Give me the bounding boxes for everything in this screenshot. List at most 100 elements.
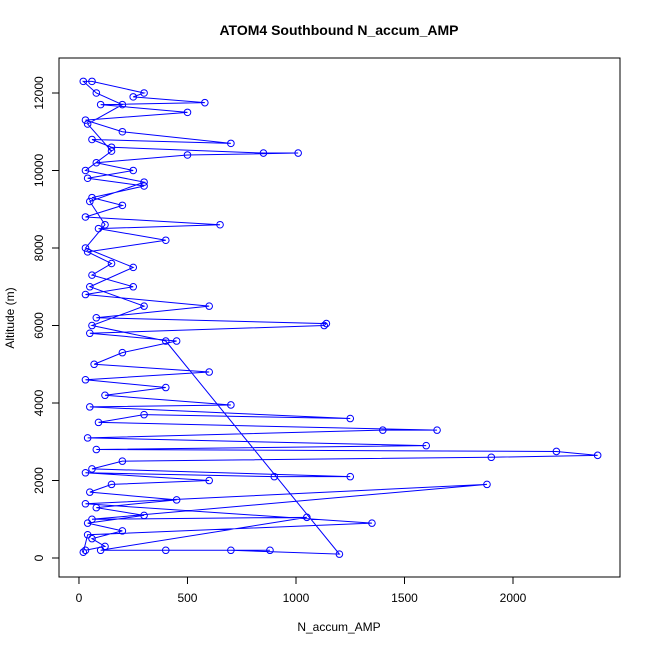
y-tick-label: 4000	[32, 389, 46, 416]
data-point	[140, 182, 148, 190]
y-tick-label: 0	[32, 554, 46, 561]
data-point	[81, 375, 90, 384]
data-point	[92, 503, 101, 512]
data-point	[88, 515, 96, 524]
data-point	[161, 236, 170, 245]
data-point	[294, 149, 302, 157]
data-point	[183, 108, 192, 117]
data-point	[81, 546, 90, 555]
data-point	[94, 418, 103, 427]
data-point	[346, 414, 355, 423]
data-point	[96, 546, 105, 555]
data-point	[129, 263, 138, 272]
data-point	[88, 135, 96, 144]
data-point	[161, 337, 170, 345]
data-point	[161, 383, 170, 392]
data-point	[88, 77, 96, 86]
y-tick-label: 8000	[32, 234, 46, 261]
data-point	[259, 149, 268, 157]
data-point	[88, 321, 96, 330]
data-point	[83, 174, 92, 183]
data-point	[118, 127, 127, 136]
data-point	[593, 451, 602, 460]
data-point	[92, 158, 101, 167]
data-point	[129, 93, 138, 101]
y-tick-label: 2000	[32, 467, 46, 494]
data-point	[88, 193, 96, 202]
data-point	[92, 313, 101, 322]
data-point	[101, 391, 109, 400]
data-point	[107, 143, 116, 152]
data-point	[94, 224, 103, 233]
data-point	[335, 550, 344, 558]
data-point	[183, 151, 192, 159]
data-point	[227, 139, 235, 148]
data-point	[81, 116, 90, 124]
data-point	[433, 426, 441, 434]
data-point	[172, 496, 181, 504]
data-point	[107, 259, 116, 268]
data-point	[227, 401, 235, 409]
data-point	[88, 534, 96, 543]
data-point	[368, 519, 376, 527]
data-point	[83, 248, 92, 256]
data-point	[346, 472, 355, 481]
y-axis-label: Altitude (m)	[3, 287, 17, 348]
data-point	[140, 89, 148, 97]
data-point	[552, 447, 561, 456]
data-point	[161, 546, 170, 555]
data-point	[79, 77, 88, 86]
data-point	[107, 480, 116, 489]
y-tick-label: 12000	[32, 76, 46, 110]
data-point	[83, 120, 92, 128]
data-point	[378, 426, 387, 434]
x-tick-label: 0	[76, 591, 83, 605]
data-point	[172, 337, 181, 345]
data-point	[118, 348, 127, 357]
data-point	[79, 548, 88, 556]
data-point	[107, 147, 116, 155]
data-point	[81, 244, 90, 252]
data-point	[322, 319, 331, 328]
series-line	[81, 80, 598, 555]
data-point	[86, 488, 94, 496]
data-point	[303, 513, 311, 522]
data-point	[96, 100, 105, 109]
data-point	[216, 220, 224, 229]
plot-frame	[58, 57, 621, 578]
x-tick-label: 1500	[391, 591, 418, 605]
data-point	[320, 321, 329, 330]
data-point	[205, 476, 213, 485]
data-point	[88, 271, 96, 279]
x-tick-label: 500	[177, 591, 197, 605]
data-point	[129, 282, 138, 291]
data-point	[140, 302, 148, 310]
x-tick-label: 2000	[500, 591, 527, 605]
y-tick-label: 6000	[32, 312, 46, 339]
data-point	[81, 213, 90, 221]
data-point	[483, 480, 491, 489]
chart-title: ATOM4 Southbound N_accum_AMP	[219, 22, 458, 38]
data-point	[83, 530, 92, 539]
x-tick-label: 1000	[283, 591, 310, 605]
data-point	[270, 472, 279, 481]
data-point	[81, 290, 90, 299]
data-point	[81, 468, 90, 477]
data-point	[118, 527, 127, 535]
data-point	[81, 166, 90, 175]
data-point	[90, 360, 98, 369]
data-point	[118, 457, 127, 465]
data-point	[205, 302, 213, 310]
data-point	[83, 434, 92, 442]
data-point	[118, 100, 127, 109]
data-point	[86, 282, 94, 291]
data-point	[86, 403, 94, 411]
data-point	[487, 453, 496, 462]
data-point	[227, 546, 235, 555]
data-point	[140, 178, 148, 186]
data-point	[101, 220, 109, 229]
data-point	[86, 329, 94, 338]
data-point	[88, 465, 96, 473]
data-point	[101, 542, 109, 551]
data-point	[86, 197, 94, 206]
